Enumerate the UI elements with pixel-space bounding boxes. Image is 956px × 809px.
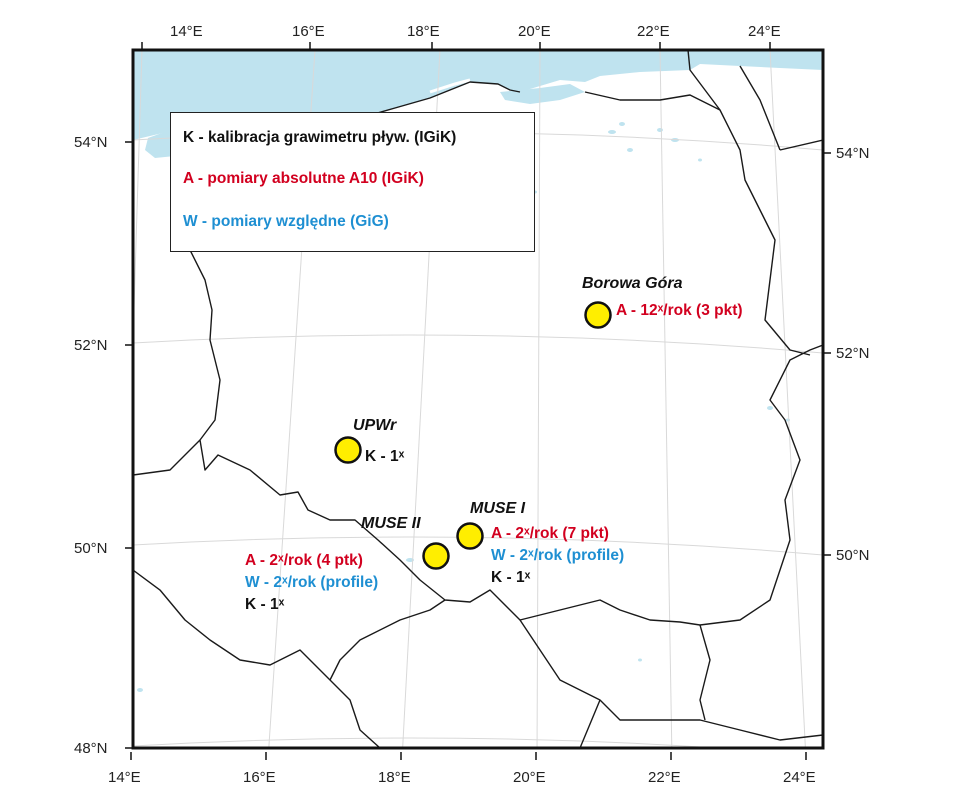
station-note-a: A - 12ˣ/rok (3 pkt): [616, 302, 743, 319]
tick-left-50: 50°N: [74, 540, 108, 557]
vistula-lagoon: [500, 84, 585, 104]
station-note-w: W - 2ˣ/rok (profile): [245, 574, 378, 591]
legend-a: A - pomiary absolutne A10 (IGiK): [183, 170, 424, 187]
tick-bottom-22: 22°E: [648, 769, 681, 786]
tick-bottom-24: 24°E: [783, 769, 816, 786]
tick-top-16: 16°E: [292, 23, 325, 40]
station-marker[interactable]: [422, 542, 450, 570]
station-name: Borowa Góra: [582, 275, 683, 292]
station-marker[interactable]: [334, 436, 362, 464]
tick-right-50: 50°N: [836, 547, 870, 564]
legend: K - kalibracja grawimetru pływ. (IGiK) A…: [170, 112, 535, 252]
tick-left-48: 48°N: [74, 740, 108, 757]
tick-right-52: 52°N: [836, 345, 870, 362]
legend-k: K - kalibracja grawimetru pływ. (IGiK): [183, 129, 457, 146]
station-note-a: A - 2ˣ/rok (4 ptk): [245, 552, 363, 569]
station-name: MUSE I: [470, 500, 526, 517]
tick-top-22: 22°E: [637, 23, 670, 40]
tick-bottom-20: 20°E: [513, 769, 546, 786]
station-note-k: K - 1ˣ: [365, 448, 405, 465]
station-note-k: K - 1ˣ: [491, 569, 531, 586]
tick-right-54: 54°N: [836, 145, 870, 162]
station-marker[interactable]: [584, 301, 612, 329]
station-note-w: W - 2ˣ/rok (profile): [491, 547, 624, 564]
tick-top-14: 14°E: [170, 23, 203, 40]
tick-top-18: 18°E: [407, 23, 440, 40]
station-upwr: UPWr K - 1ˣ: [334, 417, 405, 465]
station-muse-ii: MUSE II A - 2ˣ/rok (4 ptk) W - 2ˣ/rok (p…: [245, 515, 450, 613]
legend-w: W - pomiary względne (GiG): [183, 213, 389, 230]
tick-bottom-16: 16°E: [243, 769, 276, 786]
station-name: UPWr: [353, 417, 397, 434]
tick-left-54: 54°N: [74, 134, 108, 151]
tick-bottom-14: 14°E: [108, 769, 141, 786]
station-note-k: K - 1ˣ: [245, 596, 285, 613]
tick-top-20: 20°E: [518, 23, 551, 40]
station-name: MUSE II: [361, 515, 421, 532]
tick-labels: 14°E 16°E 18°E 20°E 22°E 24°E 14°E 16°E …: [74, 23, 870, 786]
station-marker[interactable]: [456, 522, 484, 550]
station-borowa-gora: Borowa Góra A - 12ˣ/rok (3 pkt): [582, 275, 743, 329]
tick-left-52: 52°N: [74, 337, 108, 354]
frame-ticks: [125, 42, 831, 760]
tick-top-24: 24°E: [748, 23, 781, 40]
lakes: [137, 122, 790, 692]
station-muse-i: MUSE I A - 2ˣ/rok (7 pkt) W - 2ˣ/rok (pr…: [456, 500, 624, 586]
station-note-a: A - 2ˣ/rok (7 pkt): [491, 525, 609, 542]
map-frame: [131, 48, 825, 750]
tick-bottom-18: 18°E: [378, 769, 411, 786]
